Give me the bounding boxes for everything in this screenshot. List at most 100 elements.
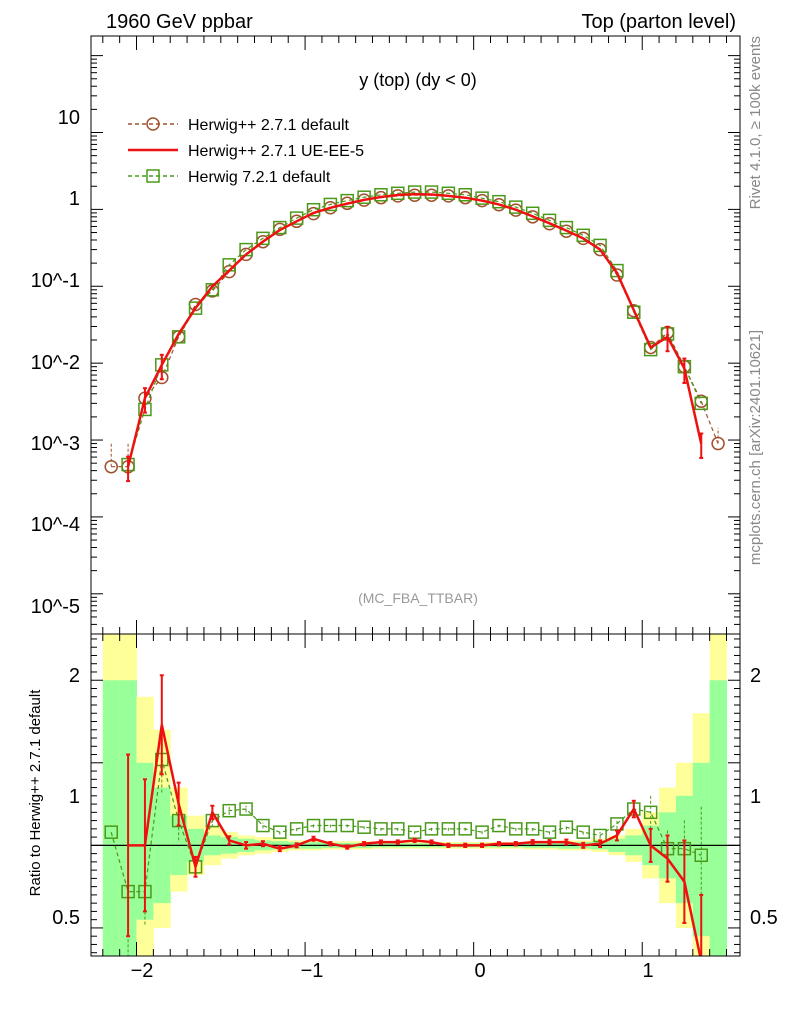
legend-label-herwig271-ueee5: Herwig++ 2.7.1 UE-EE-5 (188, 143, 364, 160)
point-main-herwig721-default-6 (205, 283, 220, 297)
y-tick-label-1: 1 (69, 188, 80, 210)
point-main-herwig721-default-32 (643, 342, 658, 357)
legend-entry-herwig721-default: Herwig 7.2.1 default (128, 169, 331, 186)
ratio-y-tick-label-0.5: 0.5 (52, 907, 80, 929)
point-main-herwig721-default-30 (610, 263, 624, 278)
series-ratio-herwig271-ueee5 (126, 674, 704, 956)
series-main-herwig721-default (121, 185, 708, 472)
point-ratio-herwig721-20 (441, 822, 456, 836)
point-ratio-herwig721-21 (458, 822, 472, 836)
ratio-uncertainty-bands (102, 634, 728, 956)
point-ratio-herwig721-10 (273, 825, 287, 839)
point-main-herwig721-default-15 (357, 190, 371, 204)
point-main-herwig271-default-0 (104, 459, 118, 474)
point-ratio-herwig721-23 (492, 818, 506, 833)
point-ratio-herwig721-17 (391, 822, 405, 836)
point-ratio-herwig721-19 (424, 822, 439, 836)
mcplots-label: mcplots.cern.ch [arXiv:2401.10621] (747, 330, 764, 565)
plot-title: y (top) (dy < 0) (359, 70, 477, 90)
point-ratio-herwig721-24 (509, 822, 523, 836)
main-series (104, 185, 725, 483)
ratio-series (104, 674, 708, 956)
point-main-herwig721-default-13 (323, 197, 338, 212)
point-main-herwig721-default-22 (475, 191, 489, 205)
series-line-main-herwig721-default (127, 191, 702, 465)
ratio-plot-panel: Ratio to Herwig++ 2.7.1 default 2 1 0.5 … (27, 634, 778, 982)
point-main-herwig721-default-19 (424, 185, 439, 199)
point-main-herwig721-default-20 (441, 186, 456, 201)
point-main-herwig721-default-18 (407, 185, 422, 199)
ratio-frame (90, 633, 741, 957)
point-ratio-herwig721-9 (256, 818, 270, 833)
series-main-herwig271-ueee5 (126, 192, 704, 483)
point-ratio-herwig721-7 (222, 803, 236, 818)
y-tick-label-1e-4: 10^-4 (31, 514, 80, 536)
y-tick-label-1e-5: 10^-5 (31, 596, 80, 618)
point-ratio-herwig721-14 (340, 818, 354, 833)
legend-entry-herwig271-default: Herwig++ 2.7.1 default (128, 117, 350, 134)
point-ratio-herwig721-15 (357, 820, 371, 834)
header-energy-label: 1960 GeV ppbar (106, 11, 253, 33)
legend-label-herwig721-default: Herwig 7.2.1 default (188, 169, 331, 186)
main-plot-panel: y (top) (dy < 0) (MC_FBA_TTBAR) 10 1 10^… (31, 70, 725, 618)
point-ratio-herwig721-35 (694, 848, 708, 863)
ratio-y-tick-label-1: 1 (69, 786, 80, 808)
ratio-y-tick-label-2: 2 (69, 665, 80, 687)
rivet-version-label: Rivet 4.1.0, ≥ 100k events (747, 36, 764, 209)
legend-marker-herwig271-default (146, 117, 160, 131)
y-tick-label-1e-1: 10^-1 (31, 270, 80, 292)
x-tick-label-minus2: −2 (131, 960, 154, 982)
ratio-y-tick-labels-left: 2 1 0.5 (52, 665, 80, 929)
band-green-0 (102, 680, 121, 956)
series-line-ratio-herwig721 (110, 759, 702, 893)
ratio-y-axis-label: Ratio to Herwig++ 2.7.1 default (27, 689, 44, 897)
legend-marker-herwig721-default (146, 169, 160, 183)
point-ratio-herwig721-16 (374, 822, 388, 836)
point-main-herwig721-default-5 (188, 301, 203, 315)
point-main-herwig721-default-21 (458, 188, 472, 202)
point-main-herwig721-default-35 (694, 396, 708, 411)
x-tick-label-1: 1 (642, 960, 653, 982)
point-main-herwig721-default-12 (306, 202, 321, 217)
x-tick-label-0: 0 (474, 960, 485, 982)
legend: Herwig++ 2.7.1 default Herwig++ 2.7.1 UE… (128, 117, 364, 186)
ratio-y-tick-label-right-2: 2 (750, 665, 761, 687)
axes-frames (90, 35, 741, 957)
band-green-36 (709, 680, 728, 956)
ratio-y-tick-label-right-0.5: 0.5 (750, 907, 778, 929)
analysis-name-label: (MC_FBA_TTBAR) (358, 590, 478, 606)
point-ratio-herwig721-28 (576, 825, 590, 839)
point-main-herwig721-default-17 (391, 186, 405, 201)
point-main-herwig721-default-23 (492, 194, 506, 209)
legend-entry-herwig271-ueee5: Herwig++ 2.7.1 UE-EE-5 (128, 143, 364, 160)
x-tick-labels: −2 −1 0 1 (131, 960, 654, 982)
point-ratio-herwig721-12 (306, 818, 321, 833)
point-main-herwig721-default-16 (374, 188, 388, 202)
point-ratio-herwig721-25 (525, 822, 540, 836)
x-tick-label-minus1: −1 (301, 960, 324, 982)
ratio-y-tick-label-right-1: 1 (750, 786, 761, 808)
y-tick-label-10: 10 (58, 107, 80, 129)
ratio-y-tick-labels-right: 2 1 0.5 (750, 665, 778, 929)
point-main-herwig721-default-4 (171, 330, 186, 344)
point-ratio-herwig721-8 (239, 802, 253, 816)
point-ratio-herwig721-0 (104, 825, 118, 839)
point-ratio-herwig721-27 (559, 820, 574, 834)
series-main-herwig271-default (104, 188, 725, 474)
main-y-tick-labels: 10 1 10^-1 10^-2 10^-3 10^-4 10^-5 (31, 107, 80, 618)
point-main-herwig721-default-14 (340, 193, 354, 208)
point-ratio-herwig721-32 (643, 805, 658, 820)
series-line-main-herwig271-ueee5 (126, 192, 703, 467)
y-tick-label-1e-3: 10^-3 (31, 433, 80, 455)
header-process-label: Top (parton level) (581, 11, 736, 33)
point-ratio-herwig721-13 (323, 818, 338, 833)
series-line-main-herwig271-default (111, 194, 719, 468)
point-main-herwig271-default-36 (711, 436, 725, 451)
point-ratio-herwig721-11 (289, 822, 304, 836)
point-ratio-herwig721-26 (542, 825, 557, 839)
point-ratio-herwig721-22 (475, 825, 489, 839)
legend-label-herwig271-default: Herwig++ 2.7.1 default (188, 117, 350, 134)
point-main-herwig721-default-31 (627, 305, 641, 319)
y-tick-label-1e-2: 10^-2 (31, 352, 80, 374)
